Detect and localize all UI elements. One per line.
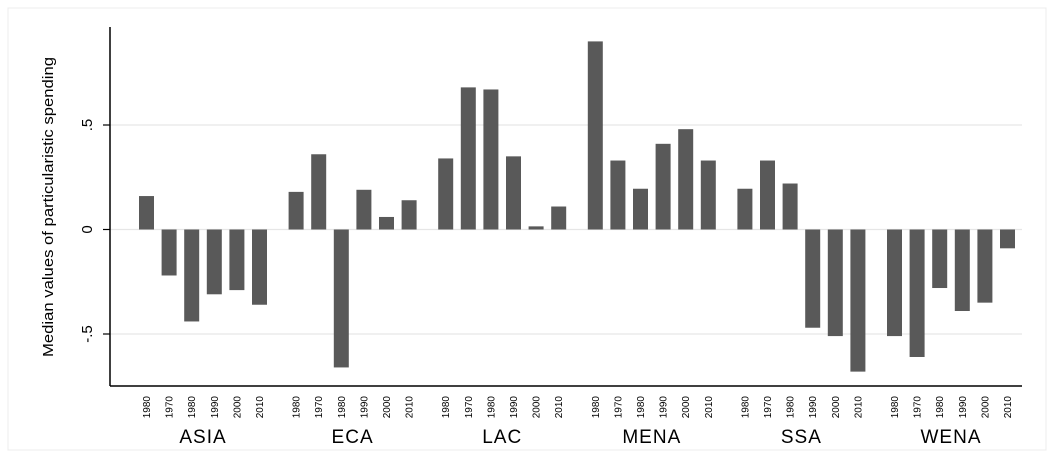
x-tick-label: 2010 (255, 396, 266, 419)
x-tick-labels: 1980 1970 1980 1990 2000 2010 1980 1970 1980 1990… (142, 396, 1014, 419)
x-tick-label: 1970 (763, 396, 774, 419)
x-tick-label: 1980 (740, 396, 751, 419)
x-tick-label: 2000 (681, 396, 692, 419)
x-tick-label: 1970 (464, 396, 475, 419)
x-tick-label: 1990 (808, 396, 819, 419)
figure-border (7, 7, 1047, 451)
y-ticks: -.5 0 .5 (79, 119, 110, 343)
x-tick-label: 2000 (232, 396, 243, 419)
bar-mena-4 (678, 129, 694, 230)
bar-lac-4 (528, 226, 544, 230)
bar-wena-4 (977, 229, 993, 303)
group-label-asia: ASIA (179, 427, 226, 448)
x-tick-label: 1990 (359, 396, 370, 419)
bar-wena-5 (1000, 229, 1015, 249)
x-tick-label: 2000 (532, 396, 543, 419)
y-axis-label: Median values of particularistic spendin… (40, 57, 57, 357)
bar-ssa-3 (805, 229, 821, 328)
x-tick-label: 1970 (613, 396, 624, 419)
x-tick-label: 2000 (831, 396, 842, 419)
bar-asia-2 (184, 229, 200, 322)
bar-mena-0 (587, 41, 603, 230)
group-labels: ASIA ECA LAC MENA SSA WENA (179, 427, 982, 448)
bar-ssa-4 (827, 229, 843, 337)
x-tick-label: 1980 (187, 396, 198, 419)
bar-wena-2 (932, 229, 948, 289)
bar-mena-5 (700, 160, 716, 230)
x-tick-label: 1970 (314, 396, 325, 419)
bar-eca-5 (401, 200, 417, 230)
bar-lac-5 (551, 206, 567, 230)
bar-asia-3 (206, 229, 222, 295)
bar-eca-3 (356, 189, 372, 230)
bar-lac-2 (483, 89, 499, 230)
x-tick-label: 2010 (554, 396, 565, 419)
bar-mena-2 (633, 188, 648, 230)
y-tick-label: -.5 (79, 325, 96, 343)
x-tick-label: 1980 (337, 396, 348, 419)
bar-lac-3 (506, 156, 521, 230)
bar-ssa-5 (850, 229, 866, 372)
bars (139, 41, 1015, 372)
x-tick-label: 1990 (958, 396, 969, 419)
bar-asia-4 (229, 229, 245, 291)
bar-wena-3 (954, 229, 970, 312)
bar-ssa-1 (760, 160, 775, 230)
group-label-ssa: SSA (781, 427, 822, 448)
bar-eca-1 (311, 154, 327, 230)
bar-wena-0 (887, 229, 902, 337)
x-tick-label: 1980 (292, 396, 303, 419)
bar-lac-0 (438, 158, 454, 230)
x-tick-label: 1980 (890, 396, 901, 419)
bar-eca-2 (333, 229, 349, 368)
bar-eca-4 (379, 216, 394, 230)
bar-asia-0 (139, 196, 154, 230)
group-label-mena: MENA (622, 427, 681, 448)
bar-eca-0 (288, 191, 304, 230)
x-tick-label: 2000 (980, 396, 991, 419)
x-tick-label: 2010 (1003, 396, 1014, 419)
x-tick-label: 1970 (913, 396, 924, 419)
bar-wena-1 (909, 229, 925, 357)
x-tick-label: 2010 (704, 396, 715, 419)
y-tick-label: .5 (79, 119, 96, 132)
x-tick-label: 1970 (165, 396, 176, 419)
x-tick-label: 2010 (853, 396, 864, 419)
y-tick-label: 0 (79, 225, 96, 233)
bar-asia-5 (252, 229, 267, 305)
x-tick-label: 1980 (786, 396, 797, 419)
x-tick-label: 1990 (210, 396, 221, 419)
x-tick-label: 2000 (382, 396, 393, 419)
bar-ssa-2 (782, 183, 798, 230)
x-tick-label: 1980 (935, 396, 946, 419)
x-tick-label: 1980 (142, 396, 153, 419)
x-tick-label: 1990 (509, 396, 520, 419)
x-tick-label: 1980 (636, 396, 647, 419)
bar-mena-3 (655, 143, 671, 230)
bar-lac-1 (460, 87, 476, 230)
group-label-wena: WENA (921, 427, 982, 448)
bar-ssa-0 (737, 188, 753, 230)
bar-mena-1 (610, 160, 626, 230)
x-tick-label: 1990 (659, 396, 670, 419)
x-tick-label: 2010 (405, 396, 416, 419)
bar-asia-1 (161, 229, 177, 276)
x-tick-label: 1980 (486, 396, 497, 419)
x-tick-label: 1980 (591, 396, 602, 419)
group-label-lac: LAC (482, 427, 522, 448)
x-tick-label: 1980 (441, 396, 452, 419)
axes (109, 27, 1022, 387)
group-label-eca: ECA (332, 427, 374, 448)
